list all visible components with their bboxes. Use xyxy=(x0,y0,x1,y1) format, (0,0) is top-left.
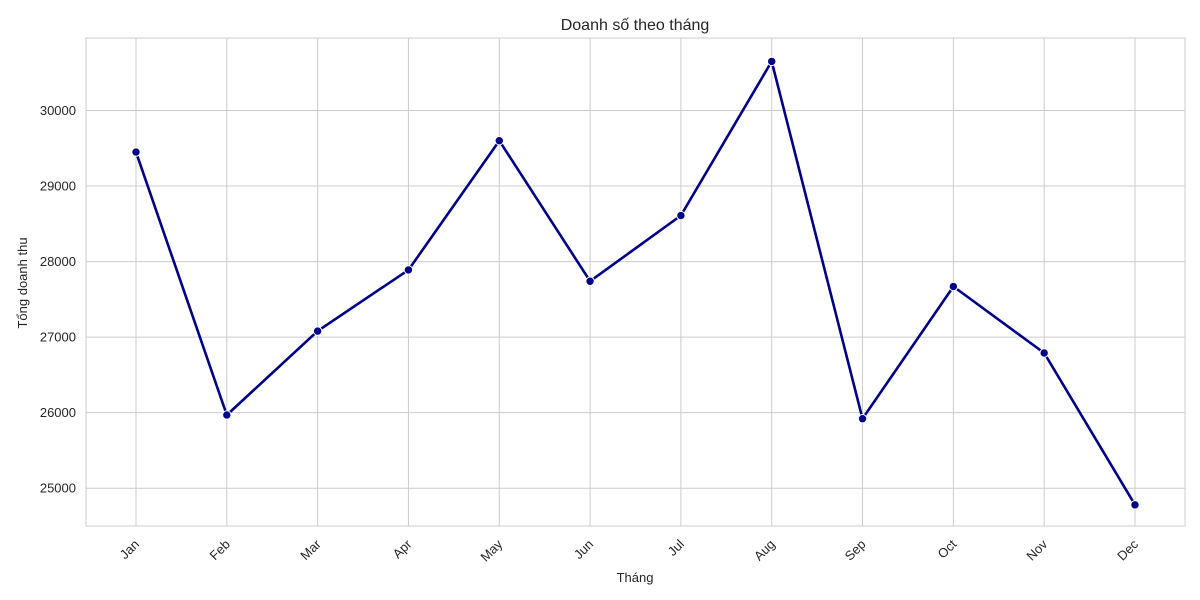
x-axis-label: Tháng xyxy=(617,570,654,585)
x-tick-label: Jun xyxy=(571,537,596,562)
data-point xyxy=(767,56,777,67)
y-tick-labels: 25000 26000 27000 28000 29000 30000 xyxy=(40,103,76,496)
x-tick-label: Apr xyxy=(390,536,415,561)
data-point xyxy=(403,265,414,275)
y-tick-label: 28000 xyxy=(40,254,76,269)
y-tick-label: 30000 xyxy=(40,103,76,118)
x-tick-label: Aug xyxy=(751,537,778,564)
x-tick-labels: Jan Feb Mar Apr May Jun Jul Aug Sep Oct Nov Dec xyxy=(117,536,1142,564)
plot-frame xyxy=(85,37,1186,527)
data-point xyxy=(312,326,323,336)
x-tick-label: Feb xyxy=(206,537,232,563)
y-tick-label: 26000 xyxy=(40,405,76,420)
x-tick-label: Jan xyxy=(117,537,142,562)
data-point xyxy=(585,276,595,286)
data-point xyxy=(1130,500,1140,510)
x-tick-label: Nov xyxy=(1023,536,1050,563)
data-point xyxy=(222,410,232,420)
x-tick-label: Oct xyxy=(935,536,960,561)
data-point xyxy=(676,210,686,221)
series-line xyxy=(134,60,1137,507)
y-tick-label: 25000 xyxy=(40,481,76,496)
x-tick-label: Dec xyxy=(1114,536,1141,563)
x-tick-label: Sep xyxy=(842,537,869,564)
data-point xyxy=(494,136,504,146)
data-point xyxy=(948,281,959,292)
x-tick-label: Jul xyxy=(665,536,687,558)
data-point xyxy=(857,414,868,424)
x-tick-label: Mar xyxy=(297,536,324,563)
data-point xyxy=(1039,348,1049,358)
chart-title: Doanh số theo tháng xyxy=(561,17,710,34)
data-point xyxy=(131,147,141,157)
x-tick-label: May xyxy=(477,536,505,564)
series-layer xyxy=(131,56,1140,510)
y-tick-label: 29000 xyxy=(40,179,76,194)
grid-lines xyxy=(86,38,1185,526)
y-tick-label: 27000 xyxy=(40,330,76,345)
y-axis-label: Tổng doanh thu xyxy=(15,237,30,328)
